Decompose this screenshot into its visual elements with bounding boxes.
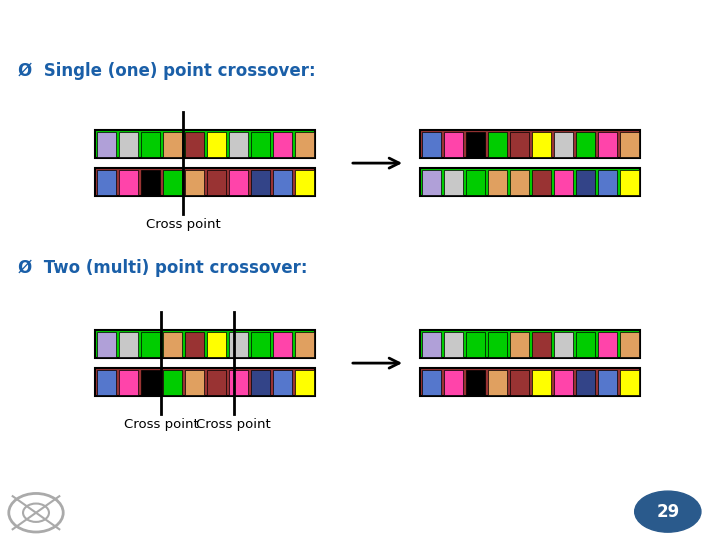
Text: Cross point: Cross point bbox=[145, 218, 220, 231]
Bar bbox=[420, 368, 640, 396]
Bar bbox=[95, 330, 315, 358]
Bar bbox=[487, 132, 506, 157]
Text: Ø  Single (one) point crossover:: Ø Single (one) point crossover: bbox=[18, 62, 315, 80]
Text: GA operators:  methods of reproduction: GA operators: methods of reproduction bbox=[13, 22, 485, 42]
Bar bbox=[444, 170, 462, 194]
Bar bbox=[140, 332, 160, 356]
Bar bbox=[466, 170, 485, 194]
Text: Cross point: Cross point bbox=[197, 418, 271, 431]
Bar bbox=[96, 132, 115, 157]
Bar bbox=[294, 332, 313, 356]
Bar bbox=[207, 332, 225, 356]
Bar bbox=[598, 132, 616, 157]
Bar bbox=[272, 332, 292, 356]
Bar bbox=[119, 332, 138, 356]
Text: Ø  Two (multi) point crossover:: Ø Two (multi) point crossover: bbox=[18, 259, 307, 277]
Bar bbox=[228, 132, 248, 157]
Bar bbox=[163, 132, 181, 157]
Bar bbox=[554, 332, 572, 356]
Bar bbox=[421, 170, 441, 194]
Bar bbox=[619, 332, 639, 356]
Text: 29: 29 bbox=[656, 503, 680, 521]
Bar bbox=[251, 332, 269, 356]
Text: http://agri.uok.ac.ir/kmollazade: http://agri.uok.ac.ir/kmollazade bbox=[289, 519, 431, 529]
Bar bbox=[554, 369, 572, 395]
Bar bbox=[487, 332, 506, 356]
Bar bbox=[228, 332, 248, 356]
Bar bbox=[598, 332, 616, 356]
Bar bbox=[575, 369, 595, 395]
Bar bbox=[294, 369, 313, 395]
Bar bbox=[421, 332, 441, 356]
Bar bbox=[510, 332, 528, 356]
Bar bbox=[619, 170, 639, 194]
Bar bbox=[96, 332, 115, 356]
Bar bbox=[294, 170, 313, 194]
Bar bbox=[119, 369, 138, 395]
Bar bbox=[420, 130, 640, 158]
Bar bbox=[466, 132, 485, 157]
Bar bbox=[95, 168, 315, 196]
Bar bbox=[294, 132, 313, 157]
Bar bbox=[184, 332, 204, 356]
Bar bbox=[554, 170, 572, 194]
Bar bbox=[487, 170, 506, 194]
Bar bbox=[228, 369, 248, 395]
Bar bbox=[575, 332, 595, 356]
Bar bbox=[251, 132, 269, 157]
Bar bbox=[510, 170, 528, 194]
Bar bbox=[575, 132, 595, 157]
Bar bbox=[207, 369, 225, 395]
Bar bbox=[531, 170, 551, 194]
Bar bbox=[95, 130, 315, 158]
Bar bbox=[444, 132, 462, 157]
Bar bbox=[619, 369, 639, 395]
Bar bbox=[119, 132, 138, 157]
Bar bbox=[487, 369, 506, 395]
Bar bbox=[184, 132, 204, 157]
Bar bbox=[466, 369, 485, 395]
Bar bbox=[207, 170, 225, 194]
Bar bbox=[466, 332, 485, 356]
Bar bbox=[184, 170, 204, 194]
Bar bbox=[163, 332, 181, 356]
Bar bbox=[598, 369, 616, 395]
Bar bbox=[510, 369, 528, 395]
Bar bbox=[272, 369, 292, 395]
Bar bbox=[207, 132, 225, 157]
Bar bbox=[554, 132, 572, 157]
Bar bbox=[228, 170, 248, 194]
Bar bbox=[619, 132, 639, 157]
Bar bbox=[140, 132, 160, 157]
Text: Artificial Intelligence Methods – Department of Biosystems Engineering – Univers: Artificial Intelligence Methods – Depart… bbox=[141, 498, 579, 508]
Bar bbox=[420, 330, 640, 358]
Bar bbox=[119, 170, 138, 194]
Circle shape bbox=[635, 491, 701, 532]
Bar bbox=[272, 170, 292, 194]
Bar bbox=[531, 132, 551, 157]
Bar bbox=[531, 369, 551, 395]
Bar bbox=[251, 170, 269, 194]
Bar bbox=[421, 132, 441, 157]
Bar bbox=[272, 132, 292, 157]
Bar bbox=[598, 170, 616, 194]
Bar bbox=[96, 170, 115, 194]
Bar bbox=[95, 368, 315, 396]
Bar bbox=[163, 369, 181, 395]
Bar bbox=[531, 332, 551, 356]
Bar bbox=[140, 369, 160, 395]
Bar bbox=[184, 369, 204, 395]
Bar bbox=[251, 369, 269, 395]
Bar bbox=[96, 369, 115, 395]
Bar bbox=[575, 170, 595, 194]
Bar bbox=[444, 369, 462, 395]
Bar bbox=[510, 132, 528, 157]
Bar bbox=[163, 170, 181, 194]
Text: Cross point: Cross point bbox=[124, 418, 199, 431]
Bar bbox=[421, 369, 441, 395]
Bar bbox=[420, 168, 640, 196]
Bar bbox=[140, 170, 160, 194]
Bar bbox=[444, 332, 462, 356]
